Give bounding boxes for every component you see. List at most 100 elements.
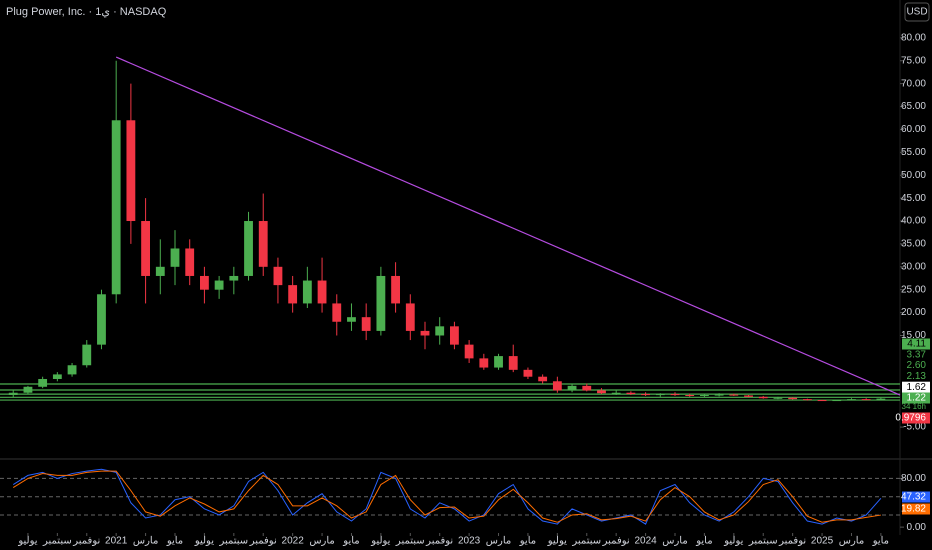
candle-body [655, 394, 665, 396]
candle-body [494, 356, 503, 368]
last-price-label: 1.22 [907, 393, 927, 404]
price-label: 3.37 [907, 349, 927, 360]
candle-body [347, 317, 356, 322]
candle-body [685, 395, 695, 397]
candle-body [97, 294, 106, 345]
x-tick-label: 2022 [282, 536, 305, 547]
candle-body [38, 378, 48, 387]
x-tick-label: 2021 [105, 536, 128, 547]
candle-body [258, 221, 268, 267]
price-label: 2.60 [907, 360, 927, 371]
candle-body [435, 326, 445, 336]
candle-body [332, 303, 342, 322]
candle-body [567, 385, 577, 391]
candle-body [523, 369, 533, 377]
candle-body [832, 400, 842, 402]
candle-body [670, 394, 680, 396]
candle-body [376, 275, 386, 331]
candle-body [229, 275, 239, 281]
candle-body [479, 358, 489, 368]
x-tick-label: سبتمبر [571, 536, 601, 547]
y-tick-label: 25.00 [901, 284, 926, 295]
candle-body [611, 392, 621, 394]
candle-body [405, 303, 415, 331]
y-tick-label: 65.00 [901, 101, 926, 112]
stoch-value-box [902, 503, 930, 515]
stoch-value-label: 47.32 [901, 492, 926, 503]
candle-body [317, 280, 327, 304]
candle-body [538, 376, 548, 382]
price-label: 4.11 [907, 339, 926, 350]
x-tick-label: مارس [309, 536, 334, 547]
candle-body [758, 396, 768, 399]
x-tick-label: نوفمبر [778, 536, 806, 547]
candle-body [729, 394, 739, 396]
candle-body [302, 280, 312, 304]
x-tick-label: 2023 [458, 536, 481, 547]
y-tick-label: 0.00 [907, 522, 927, 533]
candle-body [552, 381, 562, 391]
candle-body [67, 365, 77, 375]
candle-body [464, 344, 474, 359]
price-label-box [902, 338, 930, 350]
x-tick-label: مارس [133, 536, 158, 547]
candle-body [788, 397, 798, 400]
price-label: 1.62 [907, 382, 927, 393]
candle-body [597, 390, 606, 394]
x-tick-label: سبتمبر [218, 536, 248, 547]
x-tick-label: سبتمبر [42, 536, 72, 547]
low-price-label: 0.9796 [895, 413, 926, 424]
y-tick-label: 80.00 [901, 473, 926, 484]
candle-body [170, 248, 180, 267]
x-tick-label: سبتمبر [395, 536, 425, 547]
x-tick-label: مايو [519, 536, 536, 547]
x-tick-label: 2025 [811, 536, 834, 547]
candle-body [185, 248, 195, 276]
last-price-label-box [902, 392, 930, 404]
candle-body [361, 317, 371, 331]
stoch-value-label: 19.82 [901, 504, 926, 515]
y-tick-label: 45.00 [901, 193, 926, 204]
candle-body [126, 120, 136, 222]
trend-line [115, 56, 901, 396]
candle-body [420, 330, 430, 336]
x-tick-label: نوفمبر [602, 536, 630, 547]
price-label: 2.13 [907, 371, 927, 382]
x-tick-label: يوليو [17, 536, 37, 547]
y-tick-label: 70.00 [901, 78, 926, 89]
y-tick-label: 55.00 [901, 147, 926, 158]
y-tick-label: 50.00 [901, 170, 926, 181]
candle-body [155, 266, 165, 276]
candle-body [244, 221, 253, 276]
currency-button[interactable] [904, 2, 930, 22]
x-tick-label: نوفمبر [72, 536, 100, 547]
x-tick-label: نوفمبر [425, 536, 453, 547]
x-tick-label: يوليو [723, 536, 743, 547]
candle-body [744, 395, 753, 397]
x-tick-label: مايو [166, 536, 183, 547]
price-label-box [902, 381, 930, 393]
chart-title: Plug Power, Inc. · 1ي · NASDAQ [6, 6, 167, 18]
candle-body [141, 221, 150, 276]
x-tick-label: مايو [695, 536, 712, 547]
candle-body [700, 395, 709, 397]
x-tick-label: يوليو [370, 536, 390, 547]
currency[interactable]: USD [906, 7, 927, 18]
x-tick-label: نوفمبر [249, 536, 277, 547]
y-tick-label: 80.00 [901, 32, 926, 43]
candle-body [200, 275, 209, 290]
candle-body [391, 275, 400, 304]
y-tick-label: 60.00 [901, 124, 926, 135]
y-tick-label: 15.00 [901, 330, 926, 341]
x-tick-label: سبتمبر [748, 536, 778, 547]
candle-body [773, 397, 783, 399]
candle-body [82, 344, 92, 366]
stoch-line [12, 470, 881, 523]
y-tick-label: 40.00 [901, 216, 926, 227]
x-tick-label: يوليو [547, 536, 567, 547]
x-tick-label: مايو [872, 536, 889, 547]
countdown: 34 16h [902, 402, 926, 411]
candle-body [861, 399, 871, 401]
low-price-label-box [902, 412, 930, 424]
